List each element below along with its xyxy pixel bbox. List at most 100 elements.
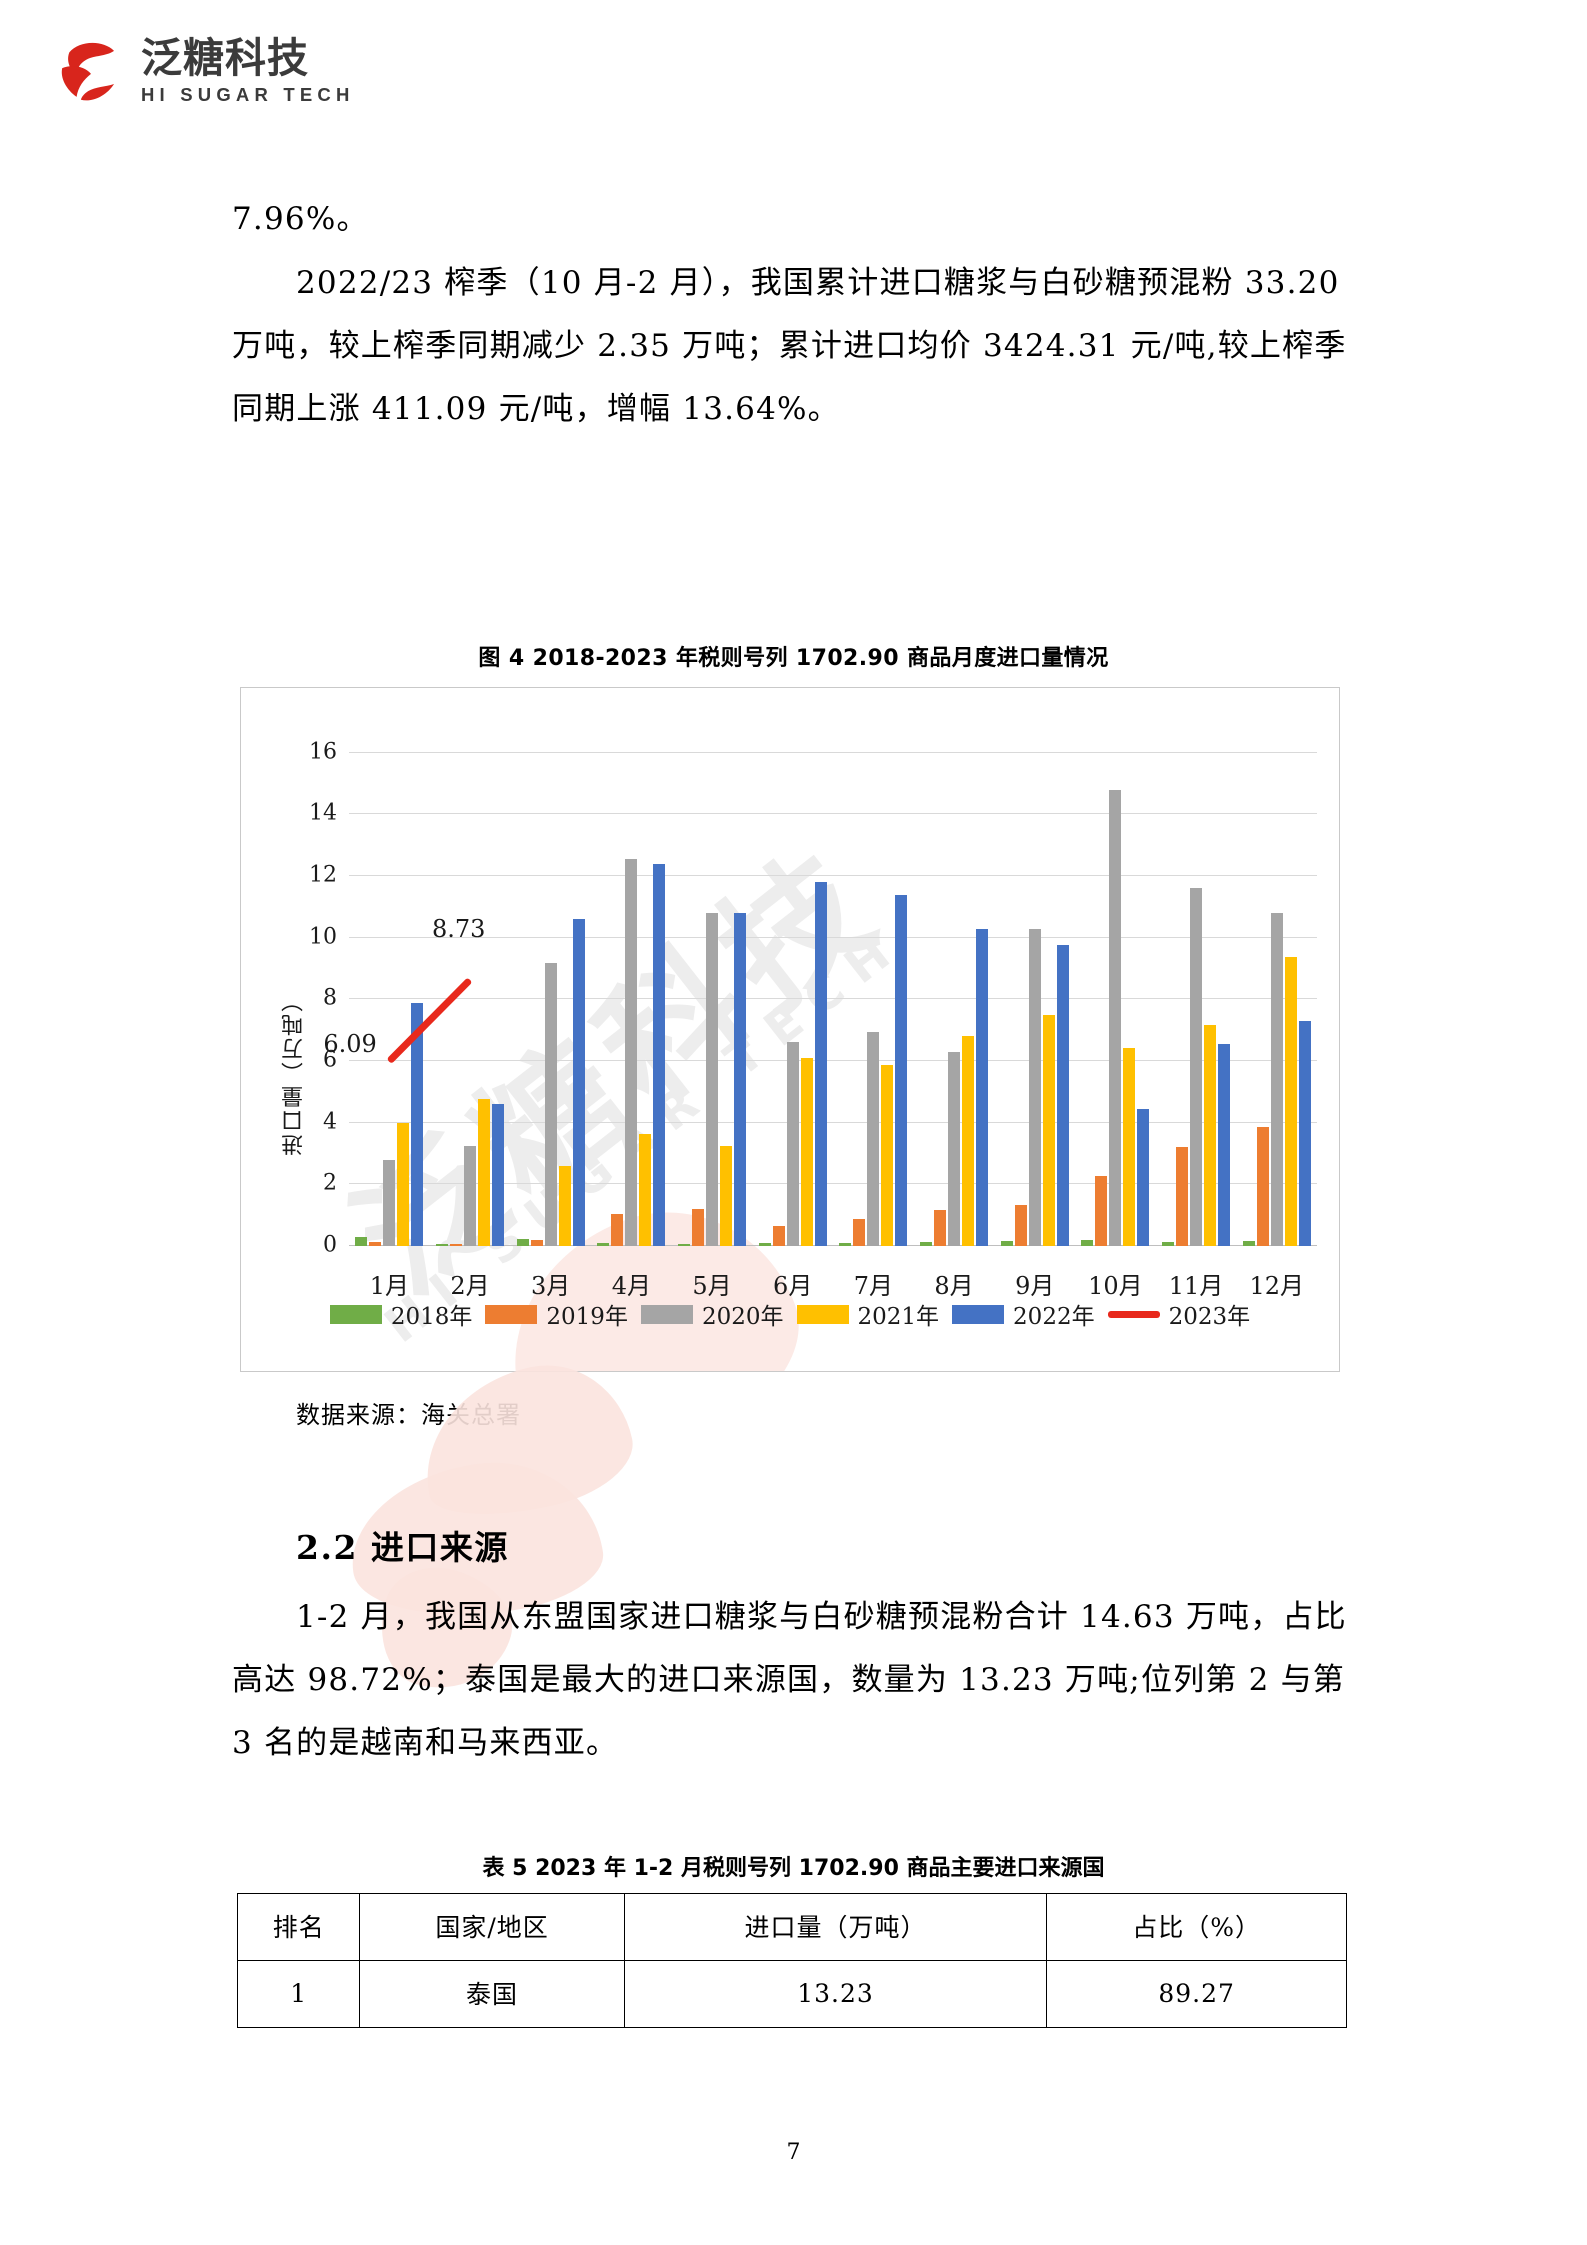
bar-2018年 xyxy=(355,1237,368,1246)
bar-2019年 xyxy=(1014,1205,1027,1246)
paragraph-import-summary: 2022/23 榨季（10 月-2 月），我国累计进口糖浆与白砂糖预混粉 33.… xyxy=(232,265,1351,427)
y-axis-tick: 4 xyxy=(323,1109,337,1135)
y-axis-tick: 0 xyxy=(323,1232,337,1258)
bar-2021年 xyxy=(1204,1024,1217,1246)
gridline: 8 xyxy=(323,986,1317,1011)
gridline: 2 xyxy=(323,1171,1317,1196)
bar-2020年 xyxy=(1109,789,1122,1246)
table-cell: 1 xyxy=(236,1960,361,2028)
bar-2018年 xyxy=(678,1243,691,1246)
gridline: 6 xyxy=(323,1048,1317,1073)
table-row: 1 泰国 13.23 89.27 xyxy=(236,1960,1347,2028)
figure-caption: 图 4 2018-2023 年税则号列 1702.90 商品月度进口量情况 xyxy=(478,646,1109,671)
bar-2020年 xyxy=(625,858,638,1246)
legend-item-2018年[interactable]: 2018年 xyxy=(329,1297,472,1331)
bar-2020年 xyxy=(383,1160,396,1246)
legend-item-2021年[interactable]: 2021年 xyxy=(796,1297,939,1331)
table-caption: 表 5 2023 年 1-2 月税则号列 1702.90 商品主要进口来源国 xyxy=(482,1856,1105,1881)
bar-2022年 xyxy=(976,929,989,1246)
legend-label: 2022年 xyxy=(1013,1304,1095,1330)
bar-2022年 xyxy=(411,1002,424,1246)
bar-2020年 xyxy=(464,1145,476,1246)
gridline: 0 xyxy=(323,1233,1317,1258)
x-axis-tick: 6月 xyxy=(773,1272,813,1300)
x-axis-tick: 9月 xyxy=(1015,1272,1055,1300)
x-axis-tick: 1月 xyxy=(369,1272,409,1300)
legend-label: 2023年 xyxy=(1168,1304,1251,1330)
bar-2020年 xyxy=(1190,888,1203,1246)
brand-name-en: HI SUGAR TECH xyxy=(141,83,355,105)
bar-2022年 xyxy=(1298,1021,1311,1246)
table-column-header: 占比（%） xyxy=(1046,1893,1347,1961)
hi-sugar-logo-icon xyxy=(55,35,127,107)
bar-2022年 xyxy=(572,919,585,1246)
y-axis-tick: 10 xyxy=(309,924,337,950)
import-volume-bar-chart: 泛糖科技 HI SUGAR TECH 进口量（万吨） 0 2 4 6 8 10 12 14 16… xyxy=(240,687,1340,1372)
import-sources-table: 排名 国家/地区 进口量（万吨） 占比（%） 1 泰国 13.23 89.27 xyxy=(236,1893,1347,2028)
y-axis-tick: 8 xyxy=(323,985,337,1011)
x-axis-tick: 10月 xyxy=(1088,1272,1143,1300)
bar-2020年 xyxy=(1028,928,1041,1246)
bar-2021年 xyxy=(478,1098,490,1246)
legend-swatch xyxy=(952,1304,1005,1324)
gridline: 10 xyxy=(309,924,1317,949)
legend-item-2019年[interactable]: 2019年 xyxy=(485,1297,628,1331)
x-axis-tick: 8月 xyxy=(934,1272,974,1300)
brand-logo: 泛糖科技 HI SUGAR TECH xyxy=(55,35,355,107)
plot-area: 0 2 4 6 8 10 12 14 16 1月 2月 3月 4月 5月 6月 7月 8月 9月 10月 11月 12… xyxy=(309,722,1317,1300)
bar-2021年 xyxy=(881,1064,894,1246)
legend-item-2022年[interactable]: 2022年 xyxy=(952,1297,1095,1331)
page-number: 7 xyxy=(786,2140,801,2165)
bar-groups: 1月 2月 3月 4月 5月 6月 7月 8月 9月 10月 11月 12月 xyxy=(349,722,1317,1300)
bar-group: 5月 xyxy=(672,722,753,1300)
legend-item-2020年[interactable]: 2020年 xyxy=(640,1297,784,1331)
bar-2019年 xyxy=(853,1219,866,1246)
gridline: 16 xyxy=(309,739,1317,764)
bar-2018年 xyxy=(1000,1241,1013,1246)
bar-group: 11月 xyxy=(1156,722,1237,1300)
bar-group: 12月 xyxy=(1236,722,1317,1300)
legend-swatch xyxy=(796,1304,849,1324)
x-axis-tick: 3月 xyxy=(531,1272,571,1300)
legend-swatch xyxy=(329,1304,382,1324)
bar-2018年 xyxy=(516,1239,529,1246)
brand-name-cn: 泛糖科技 xyxy=(141,33,309,82)
y-axis-tick: 12 xyxy=(309,862,337,888)
y-axis-tick: 2 xyxy=(323,1170,337,1196)
y-axis-label: 进口量（万吨） xyxy=(282,988,307,1156)
x-axis-tick: 2月 xyxy=(450,1272,490,1300)
bar-2019年 xyxy=(1176,1147,1189,1246)
bar-2019年 xyxy=(692,1209,705,1246)
chart-legend: 2018年 2019年 2020年 2021年 2022年 2023年 xyxy=(241,1297,1339,1331)
legend-swatch xyxy=(485,1304,538,1324)
bar-2022年 xyxy=(492,1103,504,1246)
y-axis-tick: 14 xyxy=(309,800,337,826)
gridline: 4 xyxy=(323,1109,1317,1134)
x-axis-tick: 11月 xyxy=(1168,1272,1224,1300)
bar-2021年 xyxy=(962,1035,975,1246)
bar-2019年 xyxy=(1256,1127,1269,1246)
bar-2021年 xyxy=(720,1145,733,1246)
bar-2020年 xyxy=(948,1051,961,1246)
bar-2018年 xyxy=(436,1244,448,1246)
data-label: 6.09 xyxy=(323,1030,377,1059)
paragraph-import-sources: 1-2 月，我国从东盟国家进口糖浆与白砂糖预混粉合计 14.63 万吨，占比高达… xyxy=(232,1599,1357,1761)
gridline: 14 xyxy=(309,801,1317,826)
x-axis-tick: 12月 xyxy=(1249,1272,1304,1300)
legend-swatch xyxy=(1107,1310,1160,1318)
section-heading-2-2: 2.2 进口来源 xyxy=(296,1528,509,1567)
bar-2021年 xyxy=(1123,1048,1136,1246)
figure-source: 数据来源：海关总署 xyxy=(296,1401,521,1429)
legend-item-2023年[interactable]: 2023年 xyxy=(1107,1297,1251,1331)
bar-2022年 xyxy=(1056,945,1069,1246)
bar-2021年 xyxy=(1284,956,1297,1246)
bar-group: 9月 xyxy=(994,722,1075,1300)
y-axis-tick: 6 xyxy=(323,1047,337,1073)
y-axis-tick: 16 xyxy=(309,739,337,765)
bar-2018年 xyxy=(758,1243,771,1246)
bar-2020年 xyxy=(706,912,719,1246)
table-cell: 13.23 xyxy=(623,1960,1048,2028)
bar-group: 8月 xyxy=(914,722,995,1300)
bar-2022年 xyxy=(895,894,908,1246)
